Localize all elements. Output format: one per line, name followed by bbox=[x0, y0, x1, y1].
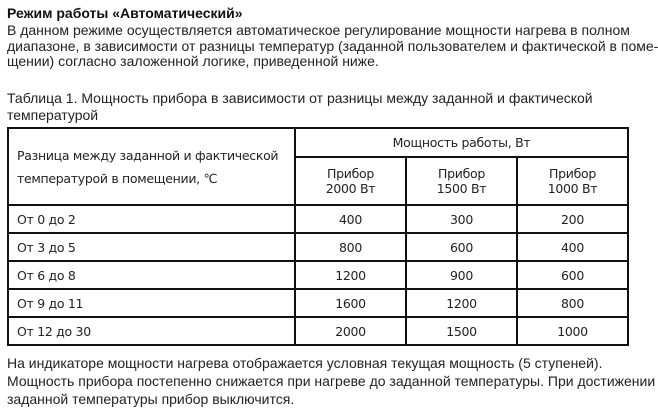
col-line: 2000 Вт bbox=[325, 181, 376, 196]
row-label: От 9 до 11 bbox=[7, 288, 296, 318]
intro-line: щении) согласно заложенной логике, приве… bbox=[7, 53, 379, 69]
power-value: 1500 bbox=[405, 316, 518, 346]
section-title: Режим работы «Автоматический» bbox=[7, 5, 243, 21]
col-line: 1000 Вт bbox=[547, 181, 598, 196]
column-header: Прибор 2000 Вт bbox=[294, 156, 407, 206]
row-header-line: Разница между заданной и фактической bbox=[17, 147, 279, 163]
row-label: От 0 до 2 bbox=[7, 204, 296, 234]
row-header: Разница между заданной и фактической тем… bbox=[7, 127, 296, 206]
col-line: Прибор bbox=[438, 166, 485, 181]
col-line: Прибор bbox=[549, 166, 596, 181]
power-value: 1200 bbox=[405, 288, 518, 318]
intro-text: В данном режиме осуществляется автоматич… bbox=[7, 22, 658, 70]
power-value: 300 bbox=[405, 204, 518, 234]
table-row: От 0 до 2 400 300 200 bbox=[7, 204, 629, 234]
column-header: Прибор 1000 Вт bbox=[516, 156, 629, 206]
caption-line: Таблица 1. Мощность прибора в зависимост… bbox=[7, 90, 593, 106]
power-value: 800 bbox=[294, 232, 407, 262]
power-value: 2000 bbox=[294, 316, 407, 346]
power-value: 400 bbox=[294, 204, 407, 234]
row-label: От 3 до 5 bbox=[7, 232, 296, 262]
table-row: От 3 до 5 800 600 400 bbox=[7, 232, 629, 262]
intro-line: В данном режиме осуществляется автоматич… bbox=[7, 22, 630, 38]
power-value: 1600 bbox=[294, 288, 407, 318]
row-label: От 6 до 8 bbox=[7, 260, 296, 290]
outro-line: заданной температуры прибор выключится. bbox=[7, 391, 295, 407]
caption-line: температурой bbox=[7, 107, 99, 123]
power-value: 400 bbox=[516, 232, 629, 262]
column-header: Прибор 1500 Вт bbox=[405, 156, 518, 206]
table-row: От 6 до 8 1200 900 600 bbox=[7, 260, 629, 290]
power-value: 200 bbox=[516, 204, 629, 234]
table-caption: Таблица 1. Мощность прибора в зависимост… bbox=[7, 90, 593, 124]
group-header: Мощность работы, Вт bbox=[294, 127, 629, 158]
table-row: От 9 до 11 1600 1200 800 bbox=[7, 288, 629, 318]
outro-text: На индикаторе мощности нагрева отображае… bbox=[7, 354, 655, 408]
power-value: 600 bbox=[516, 260, 629, 290]
col-line: Прибор bbox=[327, 166, 374, 181]
intro-line: диапазоне, в зависимости от разницы темп… bbox=[7, 37, 658, 54]
power-table: Разница между заданной и фактической тем… bbox=[7, 127, 629, 346]
power-value: 1200 bbox=[294, 260, 407, 290]
row-label: От 12 до 30 bbox=[7, 316, 296, 346]
col-line: 1500 Вт bbox=[436, 181, 487, 196]
table-row: От 12 до 30 2000 1500 1000 bbox=[7, 316, 629, 346]
outro-line: Мощность прибора постепенно снижается пр… bbox=[7, 373, 656, 389]
power-value: 800 bbox=[516, 288, 629, 318]
outro-line: На индикаторе мощности нагрева отображае… bbox=[7, 355, 603, 371]
power-value: 900 bbox=[405, 260, 518, 290]
power-value: 600 bbox=[405, 232, 518, 262]
power-value: 1000 bbox=[516, 316, 629, 346]
row-header-line: температурой в помещении, ℃ bbox=[17, 170, 218, 186]
